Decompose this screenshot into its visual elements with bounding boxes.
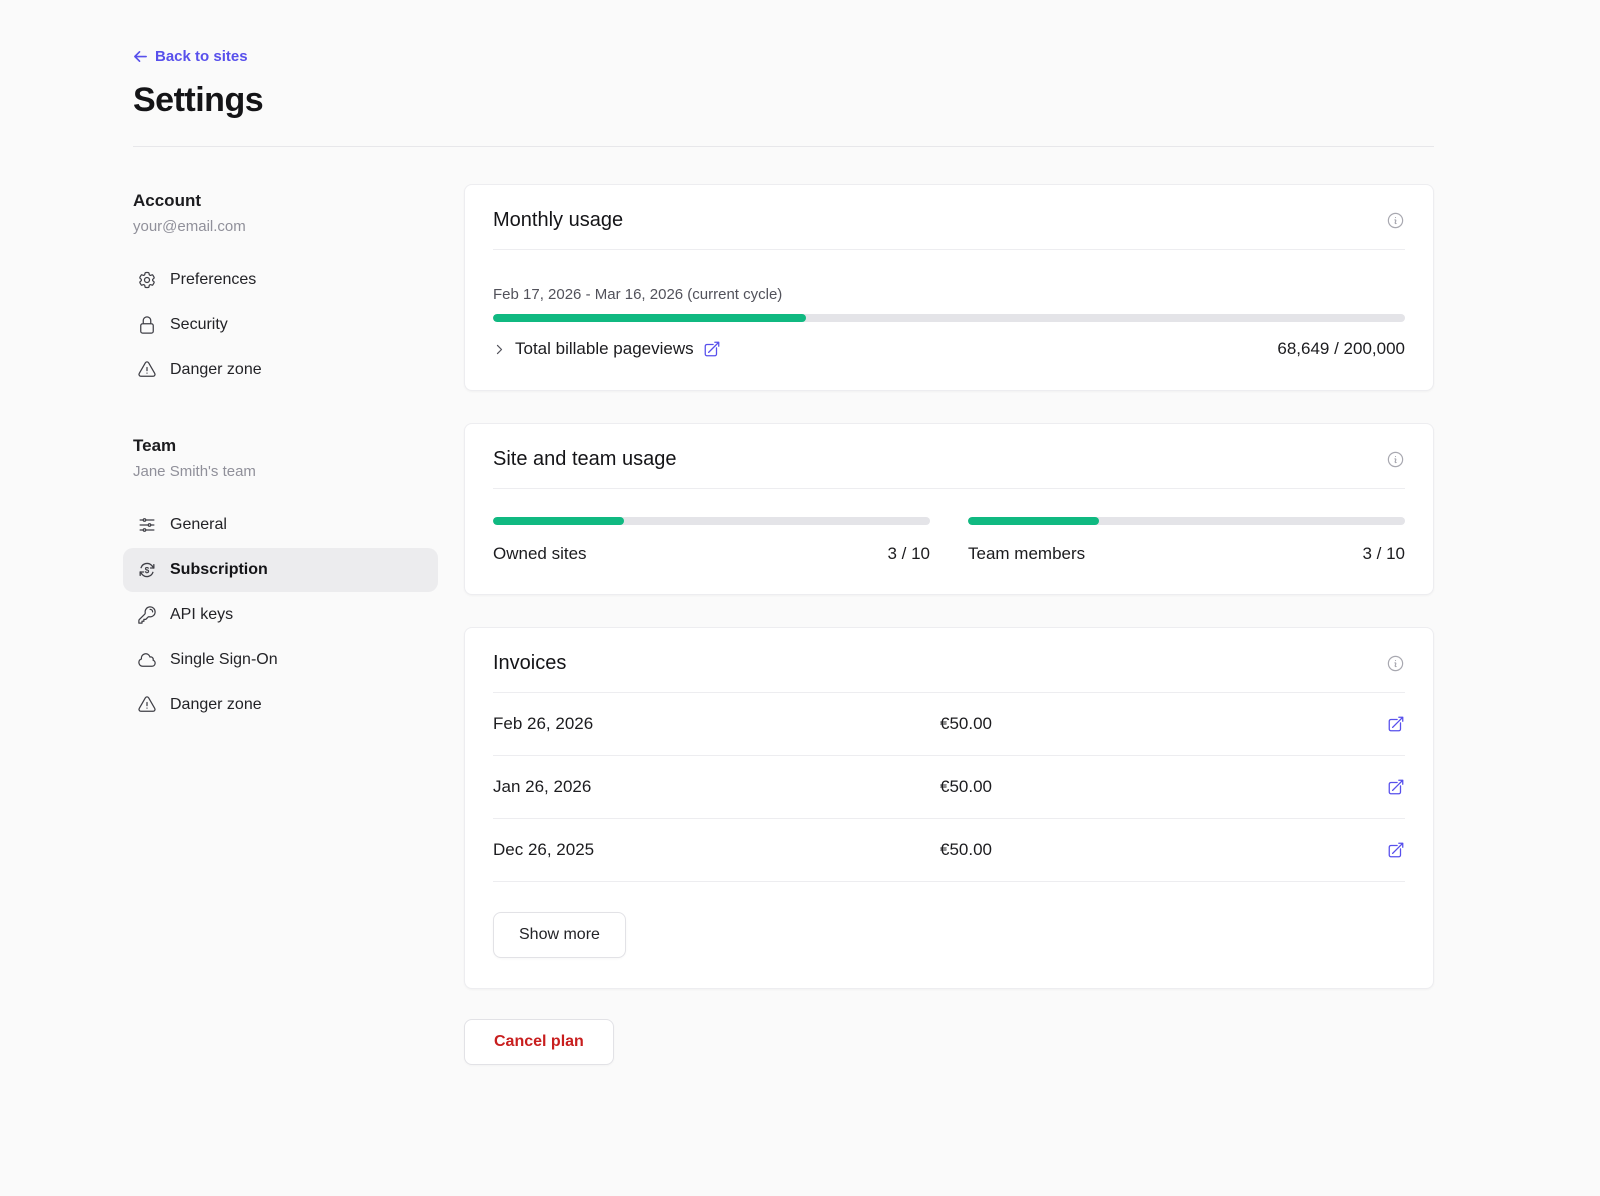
info-icon[interactable]: [1386, 211, 1405, 230]
owned-sites-value: 3 / 10: [887, 544, 930, 563]
warning-triangle-icon: [137, 695, 157, 715]
invoices-card: Invoices Feb 26, 2026 €50.00 Jan 26, 202…: [464, 627, 1434, 989]
invoice-amount: €50.00: [940, 714, 992, 733]
sidebar-item-team-danger-zone[interactable]: Danger zone: [123, 683, 438, 727]
monthly-usage-title: Monthly usage: [493, 209, 624, 231]
lock-icon: [137, 315, 157, 335]
invoice-amount: €50.00: [940, 840, 992, 859]
invoices-title: Invoices: [493, 652, 567, 674]
team-name: Jane Smith's team: [133, 463, 256, 480]
info-icon[interactable]: [1386, 450, 1405, 469]
warning-triangle-icon: [137, 360, 157, 380]
gear-icon: [137, 270, 157, 290]
owned-sites-meter: Owned sites 3 / 10: [493, 517, 930, 564]
back-link-label: Back to sites: [155, 48, 248, 65]
cancel-plan-button[interactable]: Cancel plan: [464, 1019, 614, 1065]
sidebar-item-label: Danger zone: [170, 696, 262, 713]
invoice-external-link-icon[interactable]: [1387, 841, 1405, 859]
sidebar-item-general[interactable]: General: [123, 503, 438, 547]
owned-sites-label: Owned sites: [493, 544, 587, 563]
sidebar-item-label: Danger zone: [170, 361, 262, 378]
sliders-icon: [137, 515, 157, 535]
show-more-button[interactable]: Show more: [493, 912, 626, 958]
sidebar-item-security[interactable]: Security: [123, 303, 438, 347]
account-heading: Account: [133, 191, 201, 210]
team-nav: General $ Subscription API keys: [123, 503, 438, 727]
invoice-external-link-icon[interactable]: [1387, 715, 1405, 733]
site-team-usage-card: Site and team usage Owned sites 3 / 10: [464, 423, 1434, 595]
invoice-amount: €50.00: [940, 777, 992, 796]
cloud-icon: [137, 650, 157, 670]
external-link-icon[interactable]: [703, 340, 721, 358]
monthly-usage-card: Monthly usage Feb 17, 2026 - Mar 16, 202…: [464, 184, 1434, 391]
pageviews-progress-fill: [493, 314, 806, 322]
team-members-label: Team members: [968, 544, 1086, 563]
sidebar-item-label: Single Sign-On: [170, 651, 278, 668]
team-members-value: 3 / 10: [1362, 544, 1405, 563]
page-title: Settings: [133, 81, 264, 119]
invoice-row: Dec 26, 2025 €50.00: [493, 819, 1405, 882]
chevron-right-icon[interactable]: [493, 343, 506, 356]
billing-cycle-label: Feb 17, 2026 - Mar 16, 2026 (current cyc…: [493, 286, 783, 303]
account-email: your@email.com: [133, 218, 246, 235]
site-team-usage-title: Site and team usage: [493, 448, 677, 470]
team-members-meter: Team members 3 / 10: [968, 517, 1405, 564]
team-members-progress-track: [968, 517, 1405, 525]
invoice-date: Feb 26, 2026: [493, 714, 594, 733]
billable-pageviews-label: Total billable pageviews: [515, 339, 694, 358]
sidebar-item-preferences[interactable]: Preferences: [123, 258, 438, 302]
sidebar-item-label: Preferences: [170, 271, 257, 288]
header-divider: [133, 146, 1434, 147]
sidebar-item-subscription[interactable]: $ Subscription: [123, 548, 438, 592]
owned-sites-progress-fill: [493, 517, 625, 525]
team-heading: Team: [133, 436, 177, 455]
sidebar-item-label: General: [170, 516, 227, 533]
invoice-date: Jan 26, 2026: [493, 777, 592, 796]
invoice-external-link-icon[interactable]: [1387, 778, 1405, 796]
dollar-refresh-icon: $: [137, 560, 157, 580]
account-nav: Preferences Security Danger zone: [123, 258, 438, 392]
pageviews-progress-track: [493, 314, 1405, 322]
back-to-sites-link[interactable]: Back to sites: [133, 48, 248, 65]
invoice-row: Feb 26, 2026 €50.00: [493, 693, 1405, 756]
sidebar-item-label: Subscription: [170, 561, 268, 578]
sidebar-item-label: API keys: [170, 606, 234, 623]
key-icon: [137, 605, 157, 625]
sidebar-item-label: Security: [170, 316, 228, 333]
billable-pageviews-row: Total billable pageviews 68,649 / 200,00…: [493, 339, 1405, 390]
invoice-row: Jan 26, 2026 €50.00: [493, 756, 1405, 819]
sidebar-item-account-danger-zone[interactable]: Danger zone: [123, 348, 438, 392]
invoice-date: Dec 26, 2025: [493, 840, 595, 859]
team-members-progress-fill: [968, 517, 1100, 525]
settings-page: Back to sites Settings Account your@emai…: [123, 48, 1434, 1065]
svg-text:$: $: [145, 565, 150, 575]
info-icon[interactable]: [1386, 654, 1405, 673]
settings-main: Monthly usage Feb 17, 2026 - Mar 16, 202…: [464, 147, 1434, 1065]
billable-pageviews-value: 68,649 / 200,000: [1277, 339, 1405, 358]
account-section: Account your@email.com Preferences Secur…: [123, 191, 438, 392]
sidebar-item-api-keys[interactable]: API keys: [123, 593, 438, 637]
team-section: Team Jane Smith's team General $ Subscri…: [123, 436, 438, 727]
owned-sites-progress-track: [493, 517, 930, 525]
settings-sidebar: Account your@email.com Preferences Secur…: [123, 147, 438, 1065]
arrow-left-icon: [134, 51, 147, 62]
sidebar-item-single-sign-on[interactable]: Single Sign-On: [123, 638, 438, 682]
